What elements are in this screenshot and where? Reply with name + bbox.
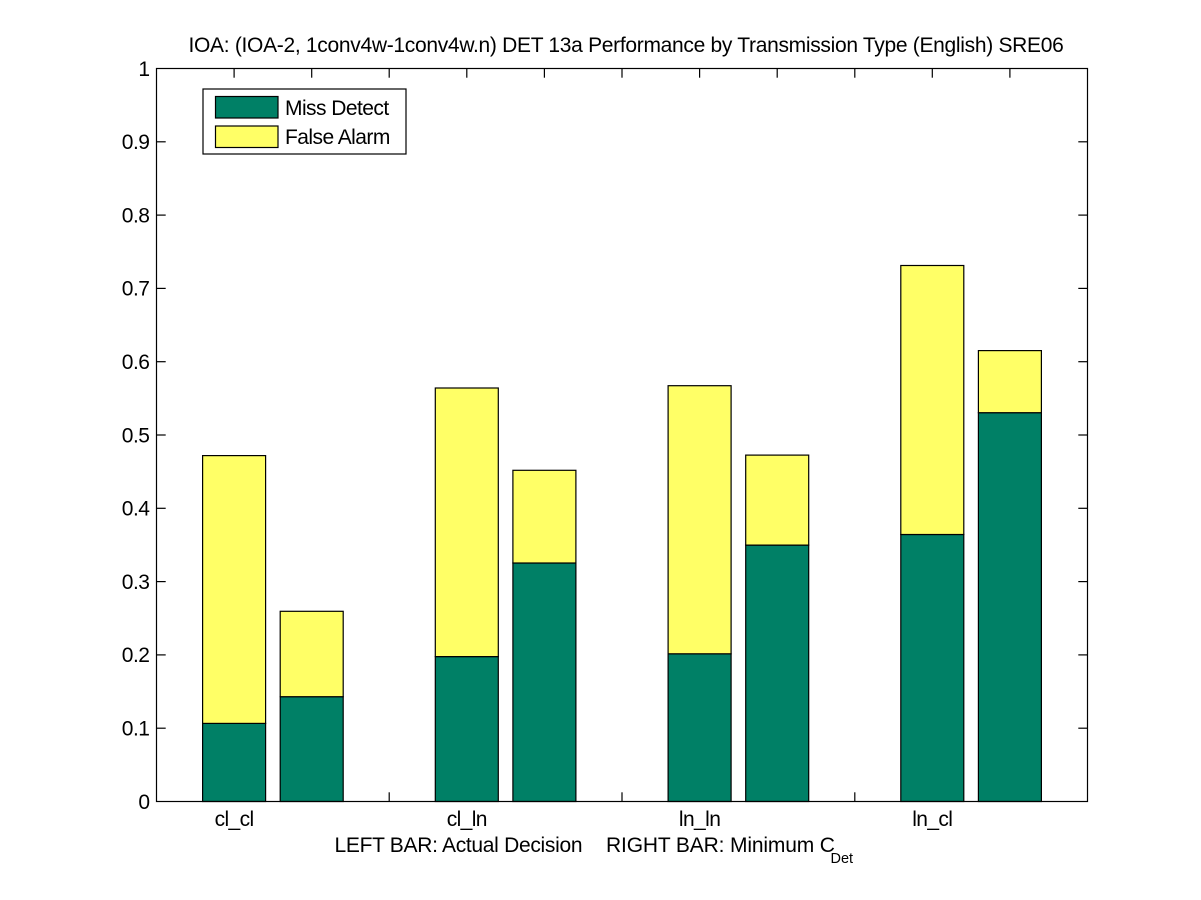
svg-text:0.7: 0.7 (122, 278, 150, 301)
svg-text:0.9: 0.9 (122, 131, 150, 154)
svg-text:RIGHT BAR: Minimum C: RIGHT BAR: Minimum C (606, 834, 835, 857)
svg-text:0.2: 0.2 (122, 644, 150, 667)
svg-text:0: 0 (138, 791, 149, 814)
svg-text:0.3: 0.3 (122, 571, 150, 594)
svg-text:Miss Detect: Miss Detect (285, 97, 389, 120)
svg-text:0.4: 0.4 (122, 498, 151, 521)
svg-text:cl_ln: cl_ln (447, 808, 487, 831)
svg-text:IOA: (IOA-2, 1conv4w-1conv4w.n: IOA: (IOA-2, 1conv4w-1conv4w.n) DET 13a … (188, 34, 1063, 57)
svg-text:ln_cl: ln_cl (912, 808, 952, 831)
svg-text:ln_ln: ln_ln (679, 808, 720, 831)
svg-text:0.6: 0.6 (122, 351, 150, 374)
svg-text:0.5: 0.5 (122, 424, 150, 447)
svg-text:0.1: 0.1 (122, 718, 150, 741)
svg-text:LEFT BAR: Actual Decision: LEFT BAR: Actual Decision (335, 834, 583, 857)
svg-text:False Alarm: False Alarm (285, 126, 390, 149)
svg-text:Det: Det (831, 851, 854, 867)
svg-text:cl_cl: cl_cl (215, 808, 254, 831)
svg-text:0.8: 0.8 (122, 204, 150, 227)
svg-text:1: 1 (138, 58, 149, 81)
